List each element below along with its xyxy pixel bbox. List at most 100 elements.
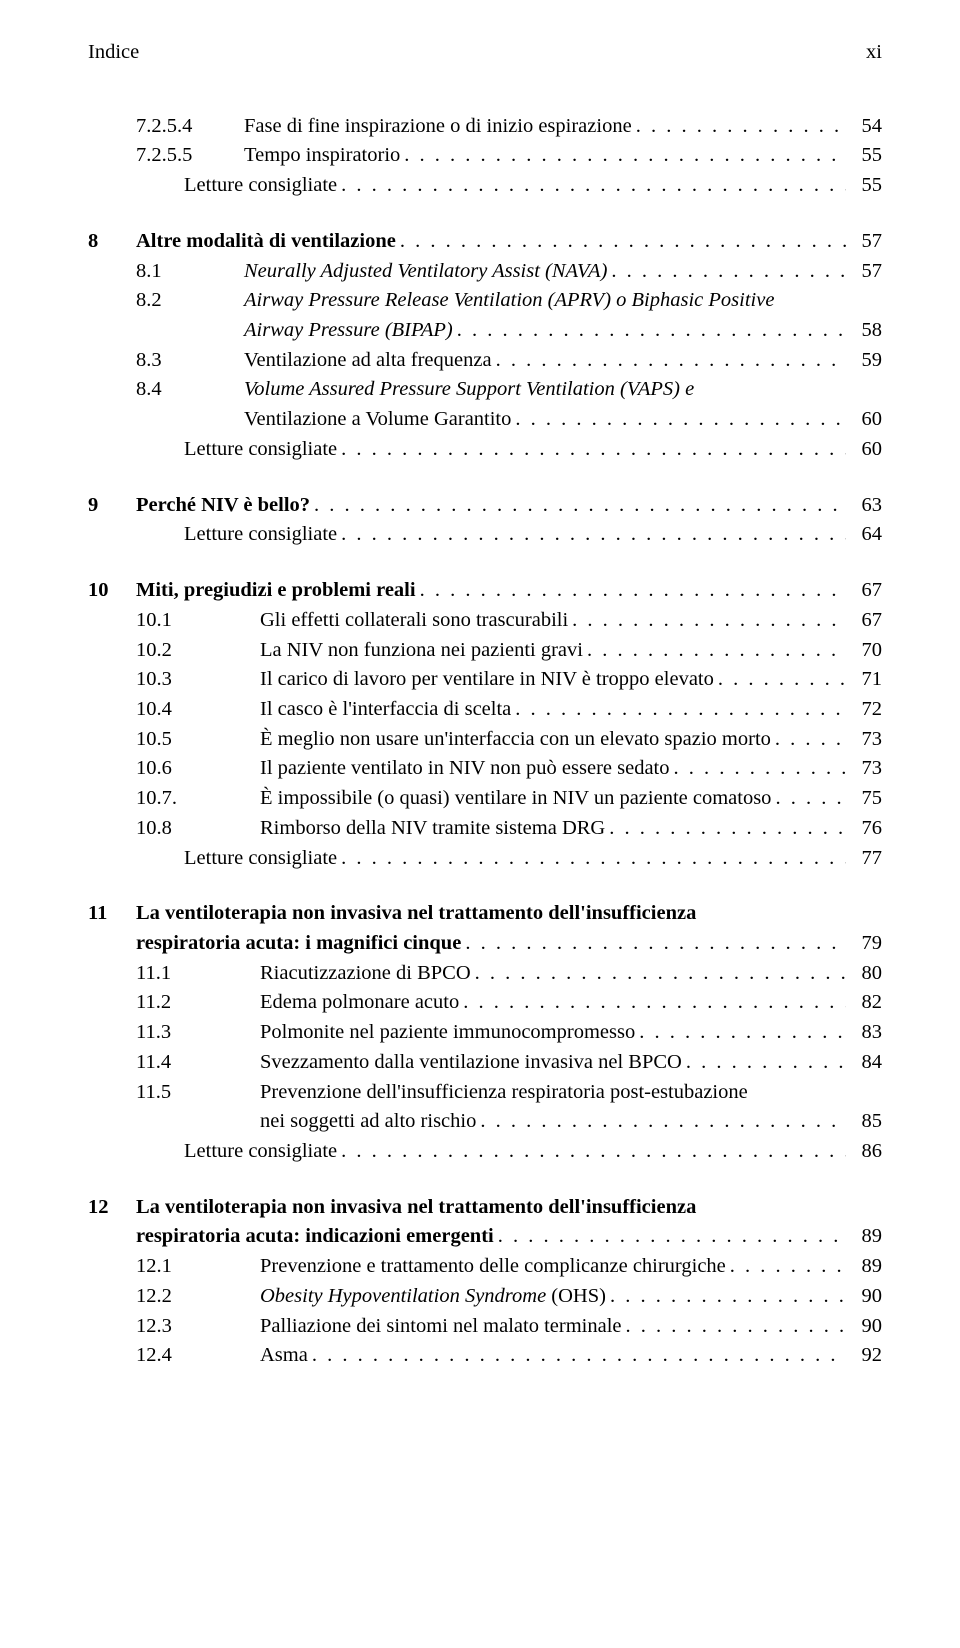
toc-entry: 8.2Airway Pressure Release Ventilation (… xyxy=(88,286,882,345)
leader-dots xyxy=(622,1312,847,1342)
toc-entry: 10.4Il casco è l'interfaccia di scelta72 xyxy=(88,695,882,725)
leader-dots xyxy=(337,435,846,465)
entry-label-cont: nei soggetti ad alto rischio xyxy=(260,1107,476,1137)
leader-dots xyxy=(492,346,846,376)
entry-page: 57 xyxy=(846,257,882,287)
entry-label-cont: Ventilazione a Volume Garantito xyxy=(244,405,511,435)
entry-number: 11.4 xyxy=(88,1048,260,1078)
leader-dots xyxy=(310,491,846,521)
header-left: Indice xyxy=(88,38,139,68)
entry-page: 82 xyxy=(846,988,882,1018)
entry-page: 90 xyxy=(846,1282,882,1312)
entry-number: 12 xyxy=(88,1193,136,1223)
entry-label: Il paziente ventilato in NIV non può ess… xyxy=(260,754,670,784)
toc-entry: 12La ventiloterapia non invasiva nel tra… xyxy=(88,1193,882,1252)
entry-number: 10.3 xyxy=(88,665,260,695)
entry-page: 76 xyxy=(846,814,882,844)
entry-page: 72 xyxy=(846,695,882,725)
entry-number: 12.3 xyxy=(88,1312,260,1342)
leader-dots xyxy=(511,405,846,435)
entry-label: Letture consigliate xyxy=(184,435,337,465)
entry-number: 10.5 xyxy=(88,725,260,755)
toc-entry: 10.6Il paziente ventilato in NIV non può… xyxy=(88,754,882,784)
entry-number: 8.3 xyxy=(88,346,244,376)
toc-entry: 10.3Il carico di lavoro per ventilare in… xyxy=(88,665,882,695)
toc-entry: Letture consigliate64 xyxy=(88,520,882,550)
entry-label-cont: Airway Pressure (BIPAP) xyxy=(244,316,453,346)
leader-dots xyxy=(670,754,847,784)
entry-number: 7.2.5.5 xyxy=(88,141,244,171)
toc-entry: 8.3Ventilazione ad alta frequenza 59 xyxy=(88,346,882,376)
toc-entry: 7.2.5.4Fase di fine inspirazione o di in… xyxy=(88,112,882,142)
entry-label: Obesity Hypoventilation Syndrome (OHS) xyxy=(260,1282,606,1312)
entry-label: Rimborso della NIV tramite sistema DRG xyxy=(260,814,605,844)
entry-label: Neurally Adjusted Ventilatory Assist (NA… xyxy=(244,257,607,287)
toc-entry: 10.5È meglio non usare un'interfaccia co… xyxy=(88,725,882,755)
entry-number: 12.2 xyxy=(88,1282,260,1312)
entry-label: Fase di fine inspirazione o di inizio es… xyxy=(244,112,632,142)
entry-page: 70 xyxy=(846,636,882,666)
entry-page: 73 xyxy=(846,725,882,755)
toc-entry: 10.8Rimborso della NIV tramite sistema D… xyxy=(88,814,882,844)
entry-number: 10.4 xyxy=(88,695,260,725)
entry-label-cont: respiratoria acuta: i magnifici cinque xyxy=(136,929,461,959)
entry-number: 8.4 xyxy=(88,375,244,405)
entry-label: Riacutizzazione di BPCO xyxy=(260,959,471,989)
leader-dots xyxy=(606,1282,846,1312)
entry-label: Volume Assured Pressure Support Ventilat… xyxy=(244,375,694,405)
leader-dots xyxy=(459,988,846,1018)
leader-dots xyxy=(714,665,846,695)
toc-entry: 10.1Gli effetti collaterali sono trascur… xyxy=(88,606,882,636)
leader-dots xyxy=(494,1222,846,1252)
entry-page: 83 xyxy=(846,1018,882,1048)
entry-label: Airway Pressure Release Ventilation (APR… xyxy=(244,286,774,316)
toc-entry: 8.4Volume Assured Pressure Support Venti… xyxy=(88,375,882,434)
entry-label: Ventilazione ad alta frequenza xyxy=(244,346,492,376)
entry-page: 55 xyxy=(846,171,882,201)
leader-dots xyxy=(461,929,846,959)
toc-entry: 10.2La NIV non funziona nei pazienti gra… xyxy=(88,636,882,666)
leader-dots xyxy=(605,814,846,844)
entry-page: 57 xyxy=(846,227,882,257)
leader-dots xyxy=(453,316,846,346)
entry-page: 84 xyxy=(846,1048,882,1078)
leader-dots xyxy=(308,1341,846,1371)
entry-number: 11.1 xyxy=(88,959,260,989)
entry-label: Prevenzione dell'insufficienza respirato… xyxy=(260,1078,748,1108)
leader-dots xyxy=(337,1137,846,1167)
toc-entry: Letture consigliate86 xyxy=(88,1137,882,1167)
entry-label: Svezzamento dalla ventilazione invasiva … xyxy=(260,1048,682,1078)
entry-label: La NIV non funziona nei pazienti gravi xyxy=(260,636,583,666)
entry-number: 9 xyxy=(88,491,136,521)
entry-page: 55 xyxy=(846,141,882,171)
page-header: Indice xi xyxy=(88,38,882,68)
entry-label: Il carico di lavoro per ventilare in NIV… xyxy=(260,665,714,695)
toc-entry: 9Perché NIV è bello?63 xyxy=(88,491,882,521)
entry-number: 10.6 xyxy=(88,754,260,784)
toc-entry: 11.2Edema polmonare acuto82 xyxy=(88,988,882,1018)
toc-body: 7.2.5.4Fase di fine inspirazione o di in… xyxy=(88,112,882,1371)
toc-entry: 10.7.È impossibile (o quasi) ventilare i… xyxy=(88,784,882,814)
entry-page: 60 xyxy=(846,405,882,435)
toc-entry: 12.1Prevenzione e trattamento delle comp… xyxy=(88,1252,882,1282)
entry-label: La ventiloterapia non invasiva nel tratt… xyxy=(136,1193,696,1223)
entry-page: 59 xyxy=(846,346,882,376)
leader-dots xyxy=(337,520,846,550)
entry-number: 11 xyxy=(88,899,136,929)
entry-number: 8 xyxy=(88,227,136,257)
entry-label: Letture consigliate xyxy=(184,844,337,874)
entry-number: 10.1 xyxy=(88,606,260,636)
toc-entry: 8.1Neurally Adjusted Ventilatory Assist … xyxy=(88,257,882,287)
entry-page: 85 xyxy=(846,1107,882,1137)
entry-label: Tempo inspiratorio xyxy=(244,141,400,171)
entry-page: 60 xyxy=(846,435,882,465)
toc-entry: 11.3Polmonite nel paziente immunocomprom… xyxy=(88,1018,882,1048)
entry-number: 11.2 xyxy=(88,988,260,1018)
leader-dots xyxy=(682,1048,846,1078)
entry-label-cont: respiratoria acuta: indicazioni emergent… xyxy=(136,1222,494,1252)
leader-dots xyxy=(635,1018,846,1048)
entry-number: 11.5 xyxy=(88,1078,260,1108)
entry-label: Palliazione dei sintomi nel malato termi… xyxy=(260,1312,622,1342)
entry-page: 73 xyxy=(846,754,882,784)
leader-dots xyxy=(396,227,846,257)
